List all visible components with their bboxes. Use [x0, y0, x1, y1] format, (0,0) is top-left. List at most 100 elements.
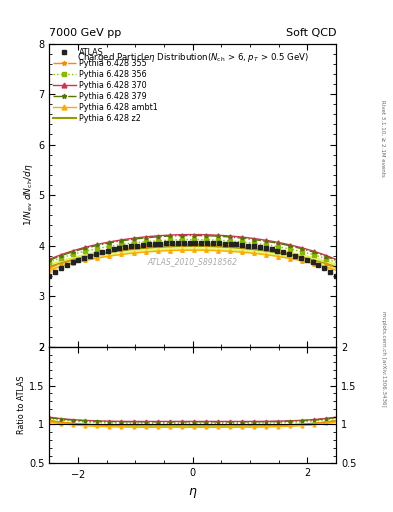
Pythia 6.428 z2: [124, 247, 129, 253]
ATLAS: [228, 241, 233, 247]
Text: Charged Particle$\eta$ Distribution($N_\mathrm{ch}$ > 6, $p_T$ > 0.5 GeV): Charged Particle$\eta$ Distribution($N_\…: [77, 51, 309, 64]
Text: Rivet 3.1.10, ≥ 2.1M events: Rivet 3.1.10, ≥ 2.1M events: [381, 100, 386, 177]
Pythia 6.428 ambt1: [276, 253, 281, 260]
Pythia 6.428 379: [124, 237, 129, 243]
Pythia 6.428 370: [276, 239, 281, 245]
ATLAS: [287, 251, 292, 257]
Pythia 6.428 370: [247, 235, 252, 241]
ATLAS: [117, 245, 122, 251]
ATLAS: [199, 240, 204, 246]
ATLAS: [170, 240, 174, 246]
Pythia 6.428 379: [208, 233, 213, 239]
ATLAS: [193, 240, 198, 246]
ATLAS: [310, 260, 315, 266]
Pythia 6.428 ambt1: [189, 247, 194, 253]
Pythia 6.428 356: [189, 237, 194, 243]
Pythia 6.428 370: [107, 239, 112, 245]
ATLAS: [76, 257, 81, 263]
Pythia 6.428 356: [327, 257, 331, 263]
ATLAS: [70, 260, 75, 266]
ATLAS: [99, 249, 104, 255]
Pythia 6.428 356: [208, 237, 213, 243]
Line: ATLAS: ATLAS: [48, 241, 338, 278]
Pythia 6.428 355: [276, 249, 281, 255]
Pythia 6.428 379: [327, 254, 331, 261]
Pythia 6.428 355: [247, 245, 252, 251]
ATLAS: [111, 246, 116, 252]
Pythia 6.428 355: [107, 249, 112, 255]
ATLAS: [64, 262, 69, 268]
ATLAS: [316, 262, 321, 268]
Pythia 6.428 356: [334, 259, 338, 265]
Pythia 6.428 z2: [327, 261, 331, 267]
ATLAS: [182, 240, 186, 246]
ATLAS: [140, 242, 145, 248]
ATLAS: [164, 240, 169, 246]
Y-axis label: Ratio to ATLAS: Ratio to ATLAS: [17, 376, 26, 434]
ATLAS: [88, 252, 92, 259]
ATLAS: [134, 243, 139, 249]
Y-axis label: $1/N_\mathrm{ev}\ dN_\mathrm{ch}/d\eta$: $1/N_\mathrm{ev}\ dN_\mathrm{ch}/d\eta$: [22, 164, 35, 226]
ATLAS: [129, 243, 134, 249]
ATLAS: [158, 241, 163, 247]
Text: mcplots.cern.ch [arXiv:1306.3436]: mcplots.cern.ch [arXiv:1306.3436]: [381, 311, 386, 406]
Line: Pythia 6.428 379: Pythia 6.428 379: [48, 234, 338, 262]
Line: Pythia 6.428 z2: Pythia 6.428 z2: [49, 246, 336, 267]
ATLAS: [299, 254, 303, 261]
Pythia 6.428 ambt1: [208, 247, 213, 253]
Pythia 6.428 z2: [189, 243, 194, 249]
ATLAS: [59, 265, 63, 271]
Pythia 6.428 370: [124, 236, 129, 242]
ATLAS: [146, 241, 151, 247]
ATLAS: [176, 240, 180, 246]
Legend: ATLAS, Pythia 6.428 355, Pythia 6.428 356, Pythia 6.428 370, Pythia 6.428 379, P: ATLAS, Pythia 6.428 355, Pythia 6.428 35…: [51, 46, 159, 124]
Line: Pythia 6.428 ambt1: Pythia 6.428 ambt1: [48, 248, 338, 272]
Pythia 6.428 356: [124, 241, 129, 247]
Pythia 6.428 z2: [247, 246, 252, 252]
ATLAS: [123, 244, 128, 250]
Pythia 6.428 z2: [208, 243, 213, 249]
ATLAS: [252, 243, 256, 249]
Pythia 6.428 370: [189, 231, 194, 238]
Pythia 6.428 379: [334, 258, 338, 264]
Pythia 6.428 379: [107, 240, 112, 246]
Pythia 6.428 370: [327, 253, 331, 260]
Pythia 6.428 z2: [107, 249, 112, 255]
Pythia 6.428 ambt1: [334, 267, 338, 273]
Pythia 6.428 z2: [334, 264, 338, 270]
Pythia 6.428 355: [208, 242, 213, 248]
Pythia 6.428 370: [208, 232, 213, 238]
X-axis label: $\eta$: $\eta$: [188, 486, 197, 500]
Line: Pythia 6.428 356: Pythia 6.428 356: [48, 238, 338, 264]
Pythia 6.428 370: [334, 257, 338, 263]
Line: Pythia 6.428 370: Pythia 6.428 370: [48, 233, 338, 261]
Pythia 6.428 ambt1: [124, 251, 129, 257]
Pythia 6.428 370: [47, 257, 51, 263]
ATLAS: [217, 240, 221, 246]
Text: ATLAS_2010_S8918562: ATLAS_2010_S8918562: [147, 258, 238, 266]
ATLAS: [263, 245, 268, 251]
Text: 7000 GeV pp: 7000 GeV pp: [49, 28, 121, 38]
ATLAS: [53, 269, 57, 275]
ATLAS: [293, 252, 298, 259]
Pythia 6.428 z2: [47, 264, 51, 270]
Pythia 6.428 356: [107, 243, 112, 249]
Pythia 6.428 ambt1: [247, 250, 252, 256]
ATLAS: [82, 254, 86, 261]
Pythia 6.428 356: [247, 240, 252, 246]
ATLAS: [275, 248, 280, 254]
ATLAS: [246, 243, 251, 249]
Pythia 6.428 379: [247, 236, 252, 242]
ATLAS: [47, 273, 51, 279]
Pythia 6.428 379: [47, 258, 51, 264]
ATLAS: [269, 246, 274, 252]
ATLAS: [105, 248, 110, 254]
ATLAS: [257, 244, 262, 250]
ATLAS: [187, 240, 192, 246]
Pythia 6.428 356: [47, 259, 51, 265]
Pythia 6.428 355: [47, 265, 51, 271]
ATLAS: [94, 251, 98, 257]
ATLAS: [334, 273, 338, 279]
Pythia 6.428 379: [189, 232, 194, 239]
ATLAS: [234, 241, 239, 247]
